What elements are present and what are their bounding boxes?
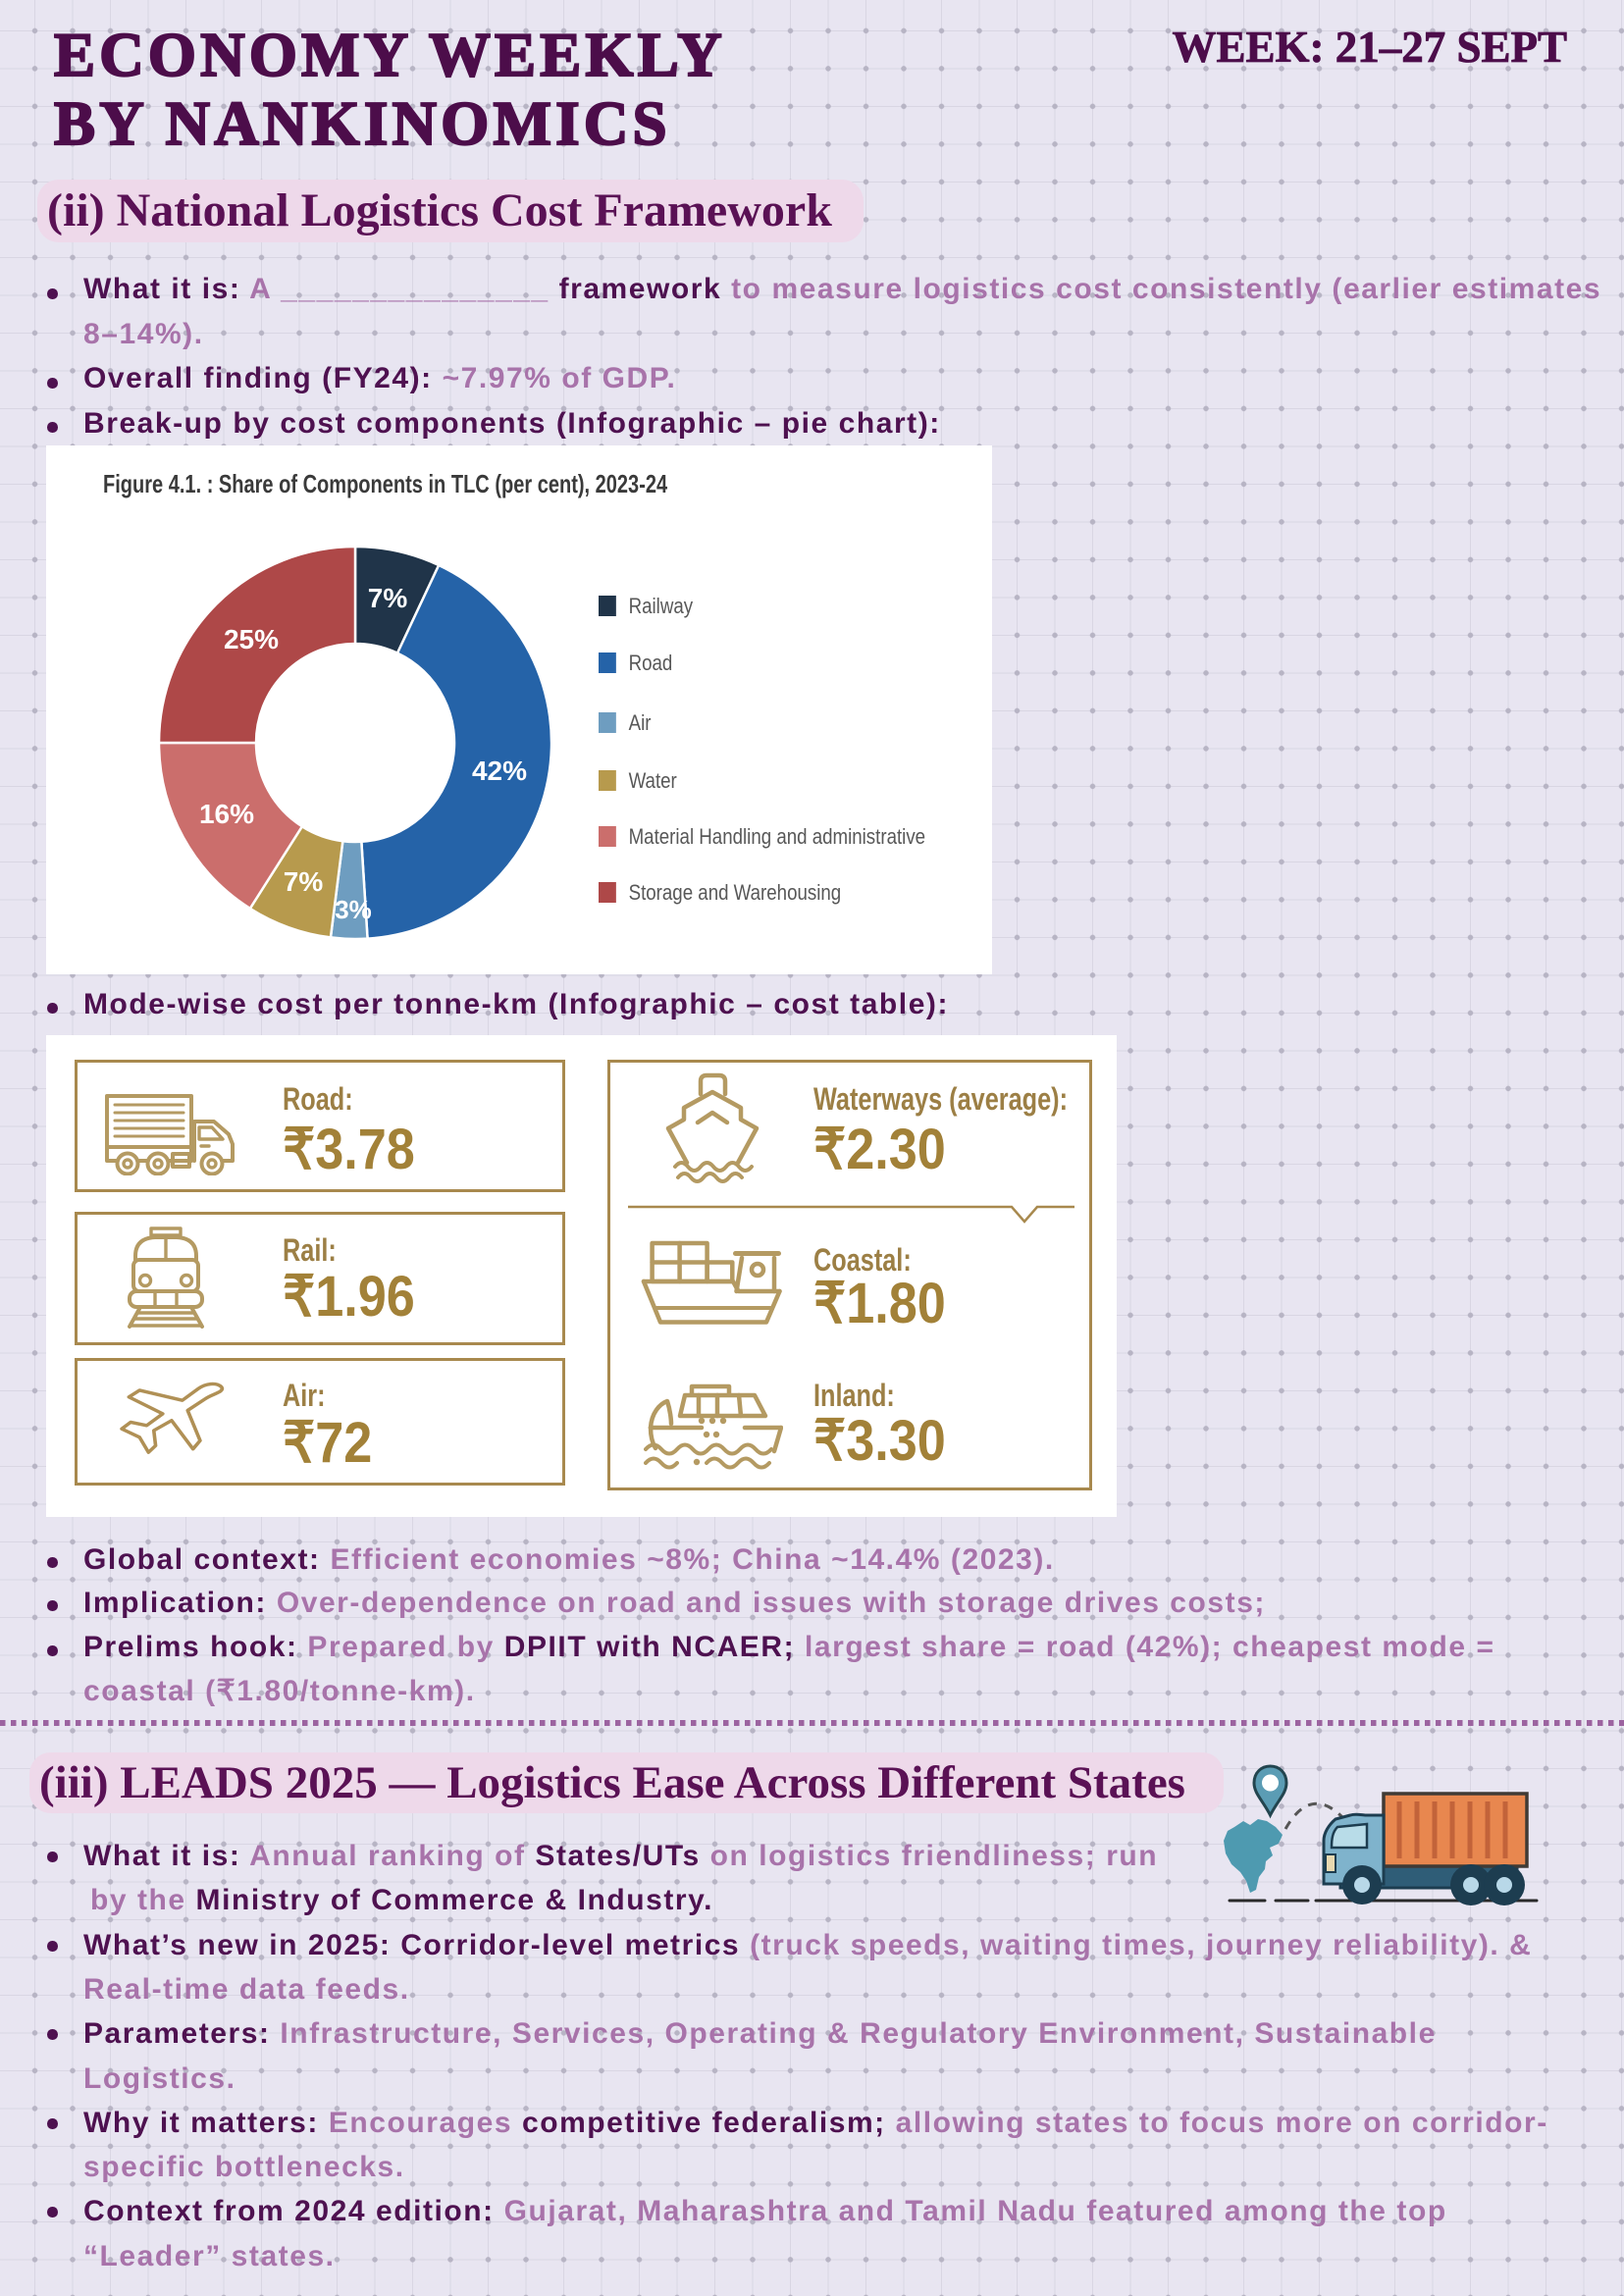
svg-text:7%: 7%	[368, 583, 408, 613]
svg-text:3%: 3%	[335, 895, 372, 924]
svg-text:42%: 42%	[472, 756, 527, 786]
svg-text:7%: 7%	[284, 866, 324, 897]
svg-text:16%: 16%	[199, 799, 254, 829]
svg-text:25%: 25%	[224, 624, 279, 654]
